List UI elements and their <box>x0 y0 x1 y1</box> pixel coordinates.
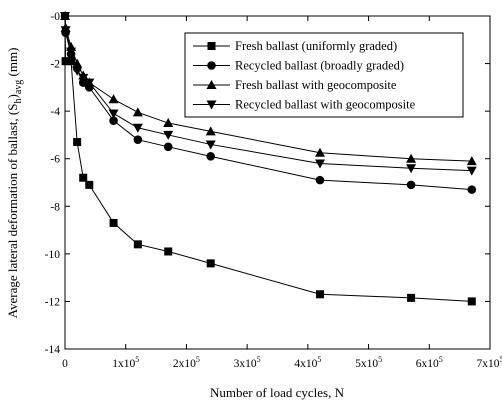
plot-frame <box>64 15 491 350</box>
x-tick-label-mantissa: 4x10 <box>294 358 317 370</box>
x-tick-label: 2x105 <box>173 355 200 370</box>
data-point <box>133 135 143 144</box>
y-tick-label: -4 <box>50 106 60 118</box>
legend-item: Fresh ballast with geocomposite <box>193 78 397 92</box>
series-layer <box>60 11 477 306</box>
data-point <box>108 109 119 119</box>
legend: Fresh ballast (uniformly graded) Recycled… <box>184 32 464 118</box>
x-tick-label-mantissa: 3x10 <box>234 358 257 370</box>
x-tick-label: 5x105 <box>355 355 382 370</box>
data-point <box>467 297 476 306</box>
y-axis-title-paren: ) <box>5 94 20 98</box>
series-triangle-down <box>60 12 477 176</box>
data-point <box>315 147 325 157</box>
data-point <box>84 78 95 88</box>
data-point <box>109 116 118 125</box>
legend-marker <box>207 61 216 70</box>
x-tick-label: 6x105 <box>416 355 443 370</box>
data-point <box>466 156 477 166</box>
data-point <box>406 164 417 174</box>
data-point <box>73 138 82 147</box>
x-tick-label-mantissa: 5x10 <box>355 358 378 370</box>
data-point <box>163 118 174 128</box>
axis-ticks: 0 1x105 2x105 3x105 4x105 5x105 6x105 7x105-0-2… <box>45 11 502 370</box>
data-point <box>66 47 77 57</box>
data-point <box>78 73 89 83</box>
x-tick-label-exponent: 5 <box>257 355 261 364</box>
legend-item: Recycled ballast (broadly graded) <box>193 59 404 73</box>
y-axis-title-unit: (mm) <box>5 48 20 80</box>
y-tick-label: -2 <box>50 59 60 71</box>
data-point <box>205 140 216 150</box>
data-point <box>109 218 118 227</box>
data-point <box>163 142 173 152</box>
legend-marker <box>206 100 217 110</box>
data-point <box>133 240 142 249</box>
data-point <box>85 180 94 189</box>
data-point <box>466 166 477 176</box>
y-tick-label: -12 <box>45 296 61 308</box>
y-tick-label: -6 <box>50 154 60 166</box>
legend-label: Recycled ballast with geocomposite <box>235 98 416 112</box>
y-tick-label: -10 <box>45 249 61 261</box>
x-tick-label: 0 <box>62 358 68 370</box>
data-point <box>163 130 174 140</box>
y-tick-label: -8 <box>50 201 60 213</box>
x-tick-label-exponent: 5 <box>317 355 321 364</box>
legend-item: Fresh ballast (uniformly graded) <box>193 39 397 53</box>
x-tick-label-exponent: 5 <box>439 355 443 364</box>
data-point <box>79 173 88 182</box>
legend-item: Recycled ballast with geocomposite <box>193 98 416 112</box>
data-point <box>406 153 417 163</box>
x-tick-label-mantissa: 7x10 <box>477 358 500 370</box>
x-tick-label-mantissa: 1x10 <box>112 358 135 370</box>
data-point <box>206 152 216 161</box>
legend-label: Fresh ballast with geocomposite <box>235 78 397 92</box>
data-point <box>467 185 477 194</box>
data-point <box>72 66 83 76</box>
x-tick-label: 4x105 <box>294 355 321 370</box>
data-point <box>206 259 215 268</box>
data-point <box>67 57 76 66</box>
data-point <box>315 175 325 185</box>
data-point <box>72 58 83 68</box>
x-tick-label-mantissa: 2x10 <box>173 358 196 370</box>
x-tick-label-mantissa: 0 <box>62 358 68 370</box>
data-point <box>60 26 71 36</box>
x-tick-label-mantissa: 6x10 <box>416 358 439 370</box>
data-point <box>61 57 70 66</box>
data-point <box>132 107 143 117</box>
x-axis-title: Number of load cycles, N <box>210 385 345 400</box>
legend-marker <box>207 42 216 50</box>
x-tick-label-exponent: 5 <box>500 355 502 364</box>
data-point <box>315 159 325 169</box>
y-tick-label: -0 <box>50 11 60 23</box>
legend-box <box>184 32 464 118</box>
data-point <box>406 180 416 190</box>
x-tick-label: 3x105 <box>234 355 261 370</box>
x-tick-label: 7x105 <box>477 355 502 370</box>
x-tick-label-exponent: 5 <box>196 355 200 364</box>
data-point <box>108 94 119 104</box>
y-axis-title-sub-h: h <box>13 99 24 104</box>
data-point <box>407 293 416 302</box>
x-tick-label-exponent: 5 <box>378 355 382 364</box>
x-tick-label: 1x105 <box>112 355 139 370</box>
legend-label: Recycled ballast (broadly graded) <box>235 59 404 73</box>
data-point <box>132 123 143 133</box>
y-axis-title-sub-avg: avg <box>13 80 24 94</box>
y-axis-title: Average lateral deformation of ballast, … <box>5 48 24 319</box>
y-axis-title-main: Average lateral deformation of ballast, … <box>5 104 20 319</box>
data-point <box>164 247 173 256</box>
y-tick-label: -14 <box>45 344 61 356</box>
data-point <box>316 290 324 299</box>
x-tick-label-exponent: 5 <box>135 355 139 364</box>
legend-marker <box>206 80 217 89</box>
data-point <box>205 126 216 136</box>
legend-label: Fresh ballast (uniformly graded) <box>235 39 397 53</box>
